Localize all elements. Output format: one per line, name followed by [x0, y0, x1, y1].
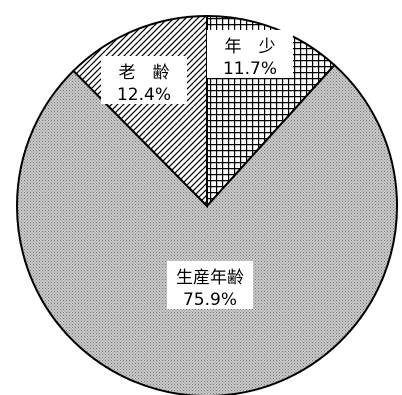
slice-name-label: 老 齢 [119, 63, 170, 83]
slice-percent-label: 11.7% [223, 59, 277, 79]
slice-name-label: 生産年齢 [176, 268, 244, 288]
slice-label-background [101, 56, 187, 104]
slice-name-label: 年 少 [225, 37, 276, 57]
pie-slice-1 [16, 63, 398, 395]
slice-label-background [167, 261, 253, 309]
slice-percent-label: 75.9% [183, 290, 237, 310]
slice-percent-label: 12.4% [117, 85, 171, 105]
slice-label-background [207, 30, 293, 78]
